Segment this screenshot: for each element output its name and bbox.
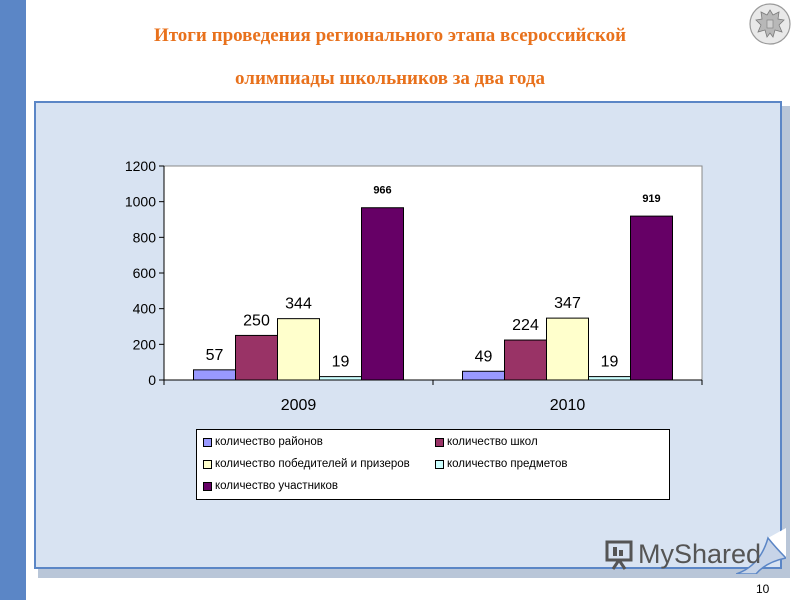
coat-of-arms-icon	[749, 3, 791, 45]
legend-item: количество районов	[203, 434, 323, 450]
bar	[504, 339, 547, 381]
bar-data-label: 344	[285, 296, 312, 313]
y-tick-label: 1200	[125, 158, 156, 174]
chart-legend: количество районов количество школ количес…	[196, 429, 670, 500]
legend-swatch	[203, 481, 212, 491]
bar-data-label: 19	[601, 354, 619, 371]
page-number: 10	[756, 582, 770, 596]
bar	[319, 376, 362, 381]
y-tick-label: 0	[148, 372, 156, 388]
y-tick-label: 200	[133, 336, 157, 352]
bar-data-label: 250	[243, 312, 270, 329]
watermark: MyShared	[604, 537, 761, 571]
side-accent-bar	[0, 0, 26, 600]
bar-data-label: 224	[512, 317, 539, 334]
title-line-2: олимпиады школьников за два года	[235, 68, 545, 89]
slide-title: Итоги проведения регионального этапа все…	[60, 14, 720, 100]
legend-label: количество школ	[447, 436, 538, 448]
bar	[588, 376, 631, 381]
bar	[235, 334, 278, 381]
watermark-text: MyShared	[638, 538, 762, 569]
bar-data-label: 966	[373, 185, 391, 197]
bar	[193, 369, 236, 381]
bar-data-label: 919	[642, 193, 660, 205]
legend-swatch	[203, 459, 212, 469]
legend-item: количество участников	[203, 478, 338, 494]
y-tick-label: 800	[133, 229, 157, 245]
bar	[361, 207, 404, 381]
bar-data-label: 57	[206, 347, 224, 364]
page-curl-decoration	[736, 528, 786, 574]
legend-swatch	[203, 437, 212, 447]
bar	[630, 215, 673, 381]
y-tick-label: 600	[133, 265, 157, 281]
legend-item: количество предметов	[435, 456, 567, 472]
bar-data-label: 347	[554, 295, 581, 312]
legend-label: количество районов	[215, 436, 323, 448]
legend-label: количество предметов	[447, 458, 568, 470]
y-tick-label: 1000	[125, 194, 156, 210]
legend-swatch	[435, 437, 444, 447]
bar-data-label: 49	[475, 348, 493, 365]
y-tick-label: 400	[133, 301, 157, 317]
bar-data-label: 19	[332, 354, 350, 371]
bar	[462, 370, 505, 381]
bar	[546, 317, 589, 381]
legend-swatch	[435, 459, 444, 469]
x-category-label: 2010	[550, 397, 586, 414]
legend-label: количество победителей и призеров	[215, 458, 410, 470]
legend-item: количество победителей и призеров	[203, 456, 410, 472]
presentation-board-icon	[605, 540, 633, 570]
legend-label: количество участников	[215, 480, 339, 492]
title-line-1: Итоги проведения регионального этапа все…	[153, 25, 627, 46]
bar	[277, 318, 320, 381]
x-category-label: 2009	[281, 397, 317, 414]
legend-item: количество школ	[435, 434, 538, 450]
